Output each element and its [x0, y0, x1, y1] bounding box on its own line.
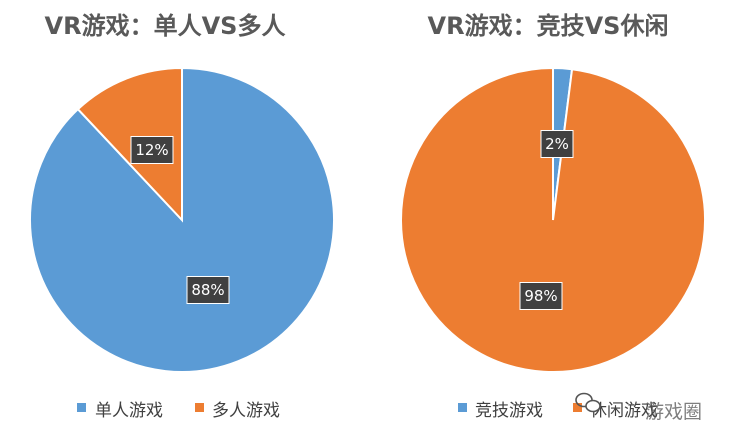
chart-title-left: VR游戏：单人VS多人	[45, 12, 286, 40]
data-label-text: 2%	[545, 135, 569, 153]
pie-chart-left: VR游戏：单人VS多人 88% 12% 单人游戏 多人游戏	[29, 12, 335, 421]
data-label-slice-competitive: 2%	[540, 130, 574, 158]
watermark-text: 游戏圈	[645, 401, 702, 423]
legend-label-casual: 休闲游戏	[590, 401, 658, 421]
legend-label-multi: 多人游戏	[212, 401, 280, 421]
data-label-box	[540, 130, 574, 158]
slice-single	[29, 66, 335, 373]
watermark: 游戏圈	[575, 392, 702, 423]
legend-swatch-casual	[573, 403, 582, 412]
legend-label-single: 单人游戏	[95, 401, 163, 421]
legend-swatch-single	[77, 403, 86, 412]
data-label-slice-single: 88%	[186, 276, 230, 304]
legend-left: 单人游戏 多人游戏	[77, 401, 280, 421]
data-label-box	[130, 136, 174, 164]
data-label-text: 88%	[191, 281, 224, 299]
wechat-icon	[575, 392, 601, 413]
data-label-text: 98%	[524, 287, 557, 305]
slice-multi	[76, 66, 183, 223]
pie-right: 2% 98%	[400, 66, 706, 373]
data-label-text: 12%	[135, 141, 168, 159]
legend-swatch-competitive	[458, 403, 467, 412]
legend-right: 竞技游戏 休闲游戏	[458, 401, 658, 421]
data-label-slice-casual: 98%	[519, 282, 563, 310]
pie-chart-right: VR游戏：竞技VS休闲 2% 98% 竞技游戏 休闲游戏	[400, 12, 706, 421]
data-label-box	[186, 276, 230, 304]
data-label-slice-multi: 12%	[130, 136, 174, 164]
pie-left: 88% 12%	[29, 66, 335, 373]
slice-casual	[400, 66, 706, 373]
chart-title-right: VR游戏：竞技VS休闲	[428, 12, 669, 40]
data-label-box	[519, 282, 563, 310]
legend-label-competitive: 竞技游戏	[475, 401, 543, 421]
legend-swatch-multi	[195, 403, 204, 412]
